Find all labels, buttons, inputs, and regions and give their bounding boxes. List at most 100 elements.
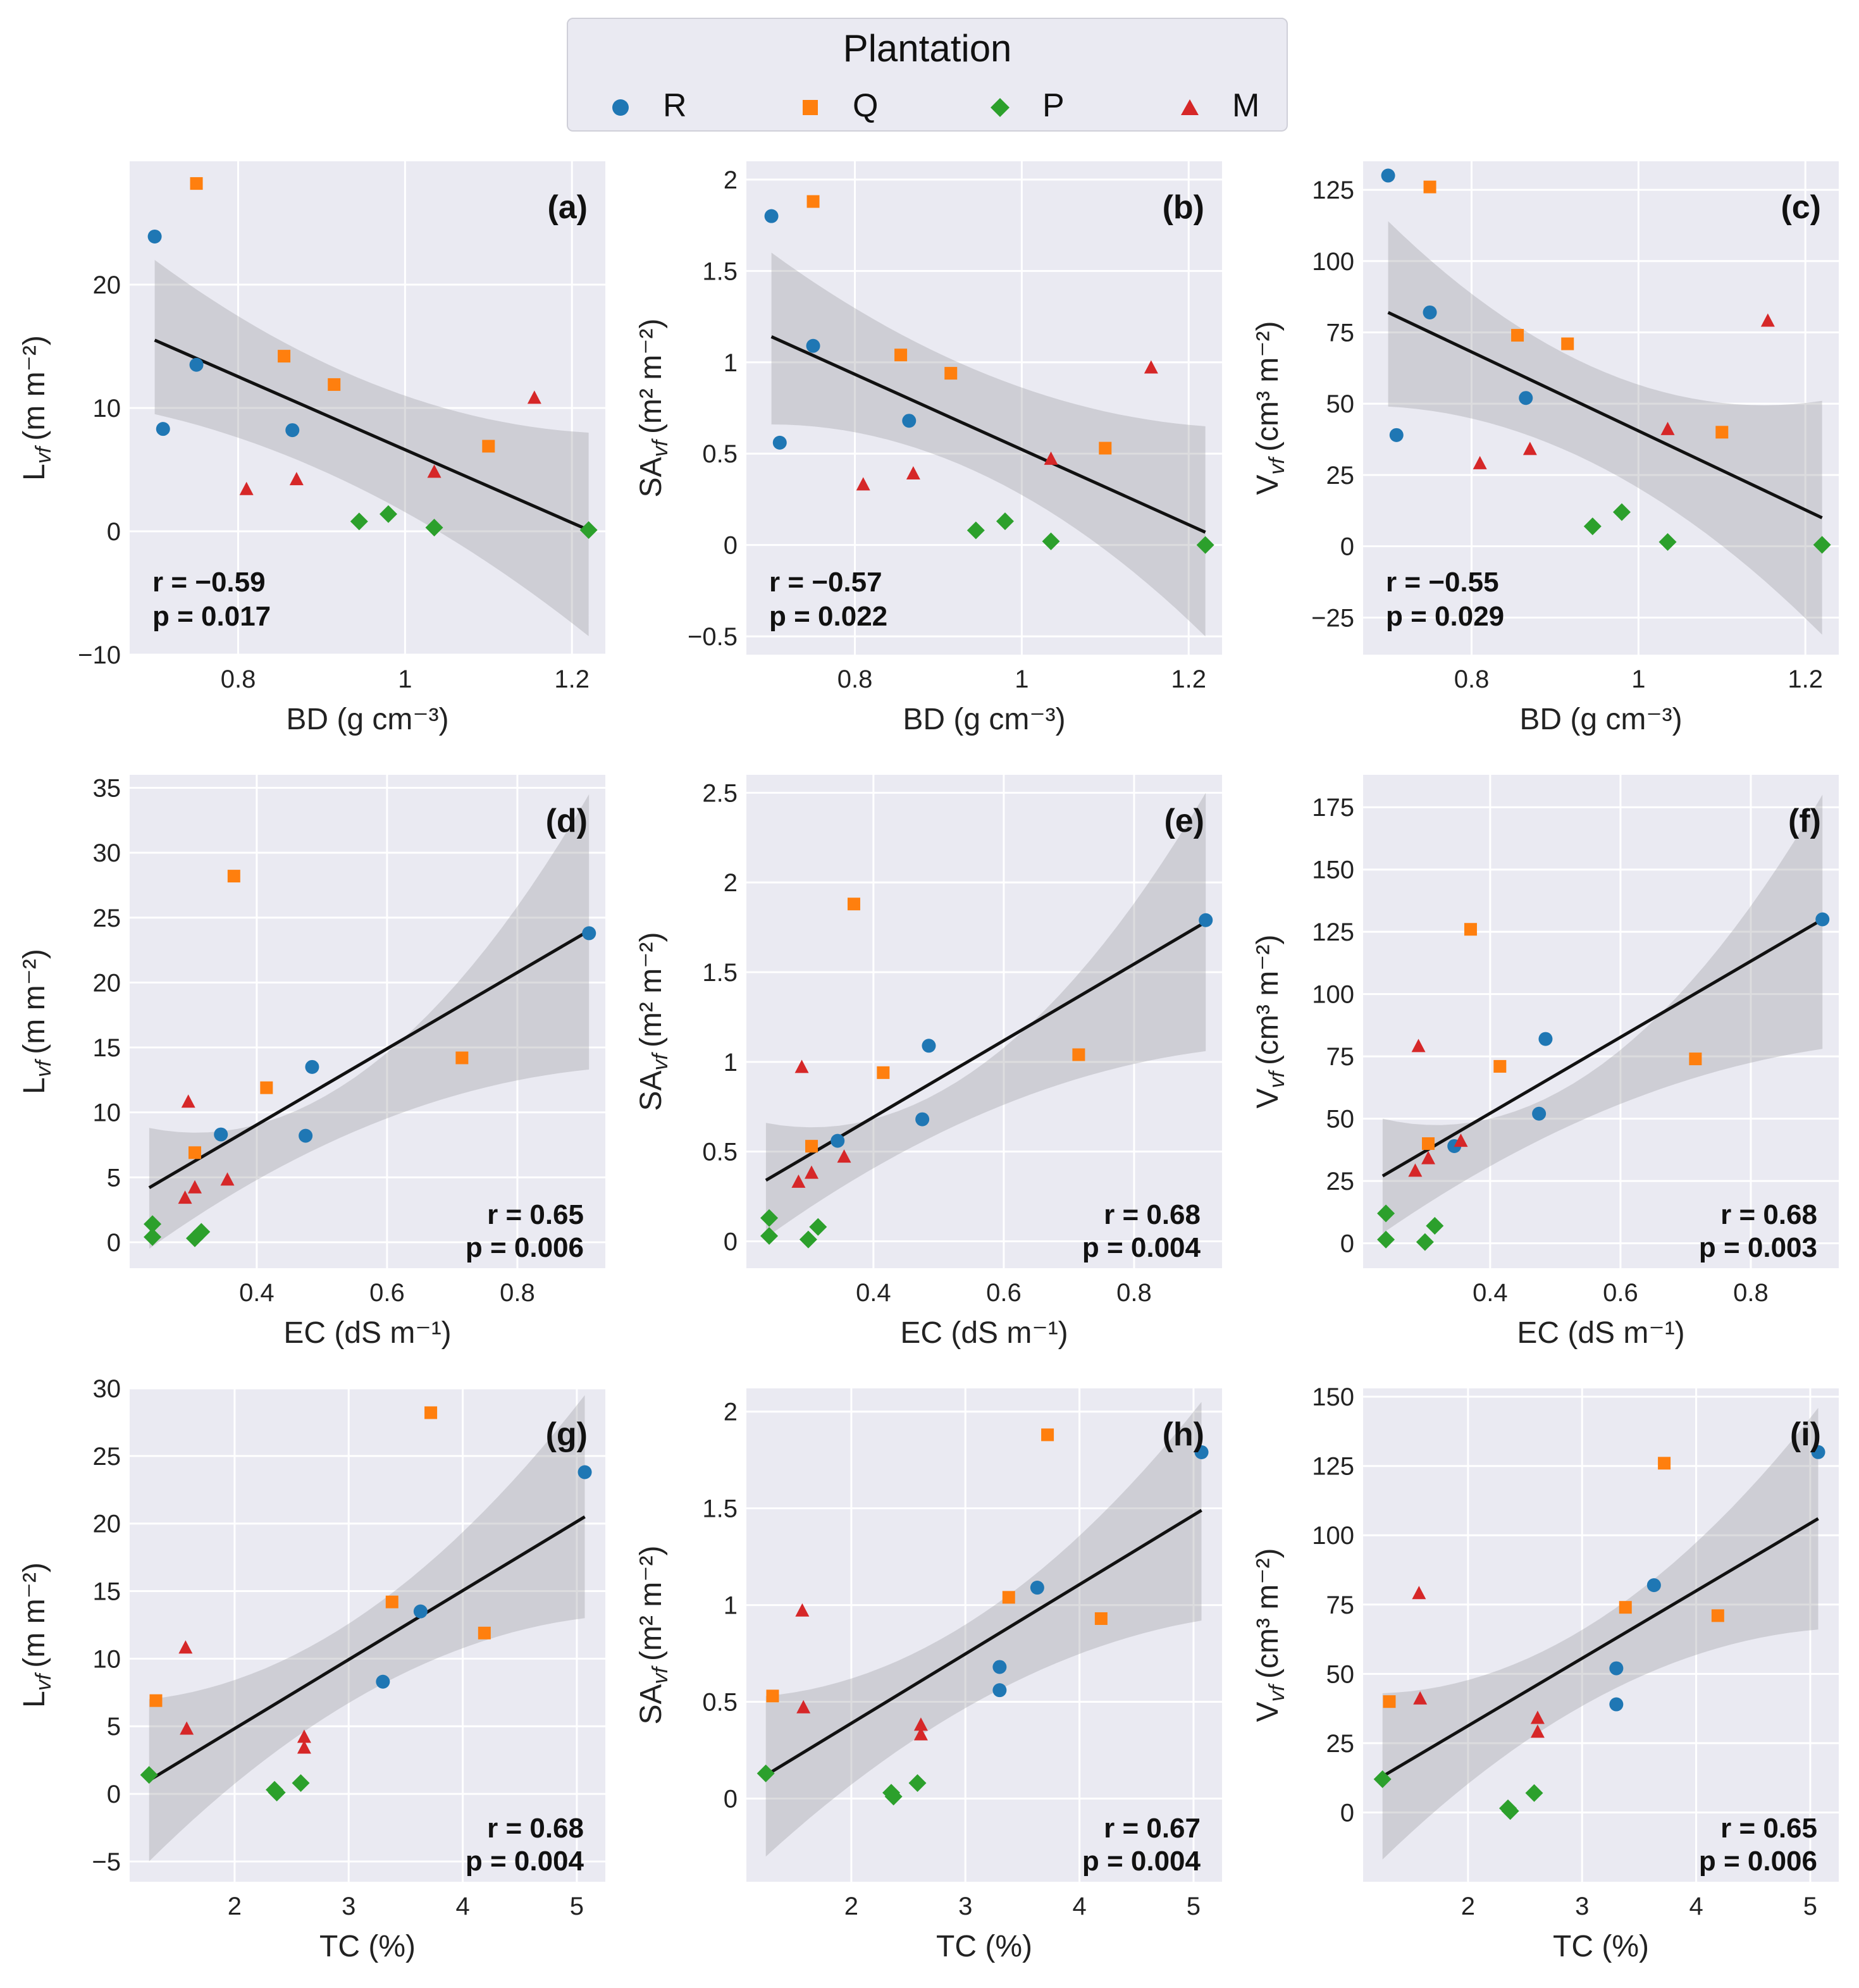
data-point-m xyxy=(1454,1133,1468,1147)
stat-p: p = 0.006 xyxy=(1699,1846,1817,1877)
data-point-p xyxy=(140,1766,158,1784)
y-axis-label: SAvf (m² m⁻²) xyxy=(634,932,672,1111)
legend-marker-p-diamond-icon xyxy=(991,98,1010,117)
y-axis-label: SAvf (m² m⁻²) xyxy=(634,1545,672,1724)
data-point-r xyxy=(1609,1697,1624,1712)
data-point-r xyxy=(577,1465,592,1479)
y-axis-label-unit: (m m⁻²) xyxy=(18,949,51,1054)
y-tick-label: 35 xyxy=(93,775,121,803)
panel-f: 0.4 0.6 0.8 0 25 50 75 100 125 150 175 EC (dS m⁻¹) V… xyxy=(1251,775,1839,1350)
panel-label: (f) xyxy=(1788,803,1821,839)
y-axis-label: Lvf (m m⁻²) xyxy=(18,335,56,481)
x-tick-label: 2 xyxy=(1461,1892,1475,1920)
x-tick-label: 1 xyxy=(1631,665,1645,693)
y-axis-label-main: L xyxy=(18,464,51,481)
data-point-q xyxy=(149,1694,163,1707)
y-tick-label: 0 xyxy=(1340,1230,1354,1258)
confidence-band xyxy=(765,793,1206,1238)
panel-label: (a) xyxy=(547,189,588,226)
y-tick-label: 1 xyxy=(724,1592,738,1620)
y-tick-label: 0 xyxy=(1340,1799,1354,1827)
data-point-p xyxy=(1501,1802,1519,1820)
y-axis-label-sub: vf xyxy=(1265,456,1289,475)
y-tick-label: 0.5 xyxy=(702,1689,738,1717)
data-point-p xyxy=(1377,1204,1395,1223)
data-point-m xyxy=(427,464,442,478)
legend: Plantation R Q P M xyxy=(567,18,1288,132)
x-tick-label: 0.8 xyxy=(837,665,873,693)
legend-label-r: R xyxy=(663,87,687,124)
data-point-p xyxy=(292,1774,310,1792)
x-axis-label: TC (%) xyxy=(936,1930,1032,1963)
panel-e: 0.4 0.6 0.8 0 0.5 1 1.5 2 2.5 EC (dS m⁻¹) SAvf (m² … xyxy=(634,775,1222,1350)
data-point-q xyxy=(188,1146,202,1159)
x-axis-label: BD (g cm⁻³) xyxy=(903,703,1065,736)
data-point-q xyxy=(1422,1137,1435,1151)
data-point-q xyxy=(227,870,240,883)
data-point-p xyxy=(908,1774,927,1792)
stat-p: p = 0.004 xyxy=(466,1846,584,1877)
y-tick-label: 1.5 xyxy=(702,257,738,285)
data-point-q xyxy=(1561,337,1574,350)
data-point-q xyxy=(278,350,291,363)
data-point-m xyxy=(239,481,254,495)
x-tick-label: 0.8 xyxy=(221,665,256,693)
data-point-q xyxy=(424,1406,438,1419)
y-axis-label-unit: (cm³ m⁻²) xyxy=(1251,321,1285,452)
y-tick-label: 0 xyxy=(1340,533,1354,561)
stat-p: p = 0.022 xyxy=(769,601,887,632)
y-tick-label: 1 xyxy=(724,349,738,377)
panel-d: 0.4 0.6 0.8 0 5 10 15 20 25 30 35 EC (dS m⁻¹) Lvf (m … xyxy=(18,775,605,1350)
data-point-p xyxy=(1426,1217,1444,1235)
regression-line xyxy=(148,1515,586,1782)
data-point-r xyxy=(1811,1445,1825,1459)
data-point-q xyxy=(455,1051,469,1065)
y-tick-label: 1.5 xyxy=(702,959,738,987)
data-point-q xyxy=(1041,1428,1054,1442)
data-point-q xyxy=(944,367,958,380)
y-tick-label: −0.5 xyxy=(688,623,738,651)
plot-area-c xyxy=(1363,161,1839,655)
x-tick-label: 0.4 xyxy=(856,1279,891,1307)
regression-line xyxy=(1387,311,1823,519)
data-point-r xyxy=(376,1674,390,1689)
data-point-p xyxy=(1658,533,1677,551)
y-tick-label: −25 xyxy=(1311,604,1354,632)
data-point-m xyxy=(1522,441,1537,455)
y-tick-label: 2.5 xyxy=(702,779,738,807)
confidence-band xyxy=(765,1402,1202,1857)
confidence-band xyxy=(1382,794,1823,1233)
y-tick-label: 1 xyxy=(724,1049,738,1077)
data-point-r xyxy=(1538,1032,1553,1046)
y-axis-label-unit: (m m⁻²) xyxy=(18,335,51,441)
data-point-q xyxy=(1099,441,1112,455)
x-axis-label: TC (%) xyxy=(1553,1930,1649,1963)
plot-area-h xyxy=(746,1388,1222,1882)
x-tick-label: 1.2 xyxy=(554,665,590,693)
plot-area-d xyxy=(130,775,605,1268)
y-axis-label-unit: (m² m⁻²) xyxy=(634,318,668,434)
x-tick-label: 4 xyxy=(1689,1892,1703,1920)
data-point-p xyxy=(884,1787,903,1806)
confidence-band xyxy=(1388,221,1822,635)
data-point-r xyxy=(1199,913,1213,927)
data-point-m xyxy=(795,1603,810,1617)
regression-line xyxy=(148,929,590,1189)
x-axis-label: EC (dS m⁻¹) xyxy=(283,1316,451,1350)
data-point-q xyxy=(1658,1457,1671,1470)
data-point-p xyxy=(809,1218,827,1236)
y-axis-label-unit: (m² m⁻²) xyxy=(634,1545,668,1661)
x-tick-label: 1 xyxy=(398,665,412,693)
y-tick-label: 10 xyxy=(93,1645,121,1673)
data-point-m xyxy=(1413,1691,1428,1705)
y-tick-label: 50 xyxy=(1326,390,1355,418)
panel-label: (c) xyxy=(1781,189,1821,226)
y-tick-label: 0 xyxy=(724,532,738,560)
data-point-m xyxy=(913,1727,928,1741)
data-point-q xyxy=(1002,1591,1015,1604)
panel-label: (d) xyxy=(546,803,588,839)
y-tick-label: 5 xyxy=(107,1713,121,1741)
data-point-q xyxy=(1423,180,1436,194)
data-point-m xyxy=(1412,1586,1426,1600)
